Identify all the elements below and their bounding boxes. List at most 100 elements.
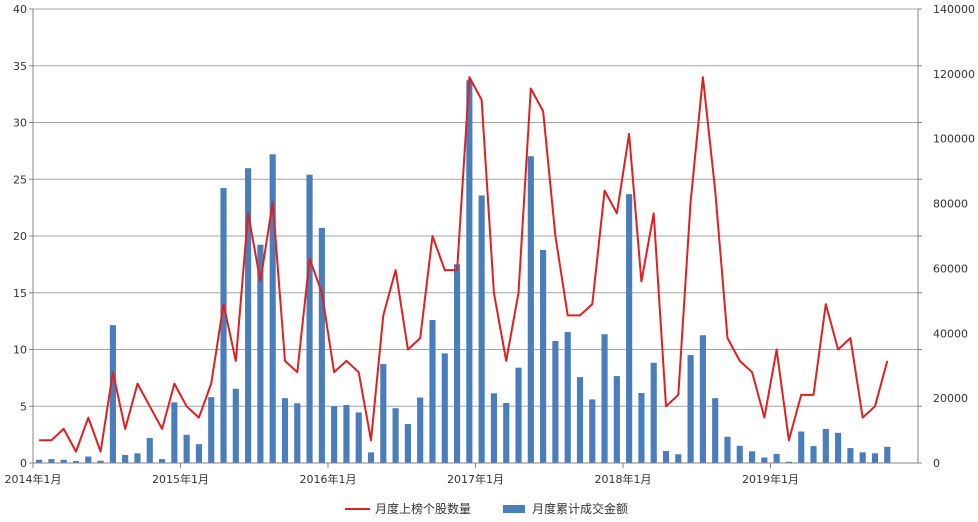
x-tick-label: 2014年1月 — [5, 472, 62, 486]
bar-2017-05 — [527, 156, 534, 463]
bar-2019-10 — [884, 446, 891, 463]
left-axis-ticks: 0 5 10 15 20 25 30 35 40 — [13, 3, 27, 470]
line-series-stock-count — [39, 76, 889, 453]
bar-2015-09 — [281, 398, 289, 463]
bar-2016-09 — [429, 319, 436, 463]
bar-2016-02 — [343, 404, 350, 463]
bar-2014-02 — [48, 459, 55, 463]
bar-2014-08 — [122, 454, 129, 463]
bar-2018-09 — [724, 436, 731, 463]
bar-2014-10 — [146, 438, 153, 463]
bar-2018-04 — [662, 451, 670, 463]
bar-series-turnover — [36, 80, 891, 463]
bar-2015-03 — [208, 397, 215, 463]
x-tick-label: 2017年1月 — [447, 472, 504, 486]
bar-2015-07 — [257, 244, 264, 463]
bar-2016-01 — [331, 406, 338, 463]
bar-2014-11 — [158, 459, 166, 463]
bar-2015-06 — [245, 168, 252, 463]
bar-2017-04 — [515, 367, 522, 463]
bar-2016-06 — [392, 408, 399, 463]
bar-2018-01 — [626, 194, 633, 463]
bar-2019-08 — [859, 452, 866, 463]
bar-2018-08 — [712, 398, 719, 463]
bar-2018-10 — [736, 445, 743, 463]
bar-2017-10 — [589, 399, 596, 463]
bar-2015-11 — [306, 174, 313, 463]
bar-2019-07 — [847, 448, 854, 463]
right-tick-label: 100000 — [933, 133, 975, 146]
bar-2014-01 — [36, 459, 43, 463]
bar-2017-12 — [613, 376, 620, 463]
bar-2018-06 — [687, 355, 694, 463]
bar-2016-04 — [367, 452, 375, 463]
bar-2017-11 — [601, 334, 608, 463]
right-tick-label: 0 — [933, 457, 940, 470]
bar-2019-05 — [822, 428, 829, 463]
line-path — [39, 76, 889, 453]
bar-2014-09 — [134, 453, 141, 463]
bar-2019-02 — [785, 461, 793, 463]
bar-2017-01 — [478, 195, 485, 463]
bar-2019-04 — [810, 446, 817, 463]
left-tick-label: 0 — [20, 457, 27, 470]
right-tick-label: 120000 — [933, 68, 975, 81]
bar-2016-03 — [355, 412, 362, 463]
bar-2014-05 — [85, 456, 92, 463]
right-tick-label: 40000 — [933, 327, 968, 340]
bar-2017-03 — [503, 403, 510, 463]
gridlines — [33, 8, 918, 464]
x-axis-ticks: 2014年1月 2015年1月 2016年1月 2017年1月 2018年1月 2019年… — [5, 463, 799, 486]
bar-2016-05 — [380, 364, 387, 463]
bar-2018-12 — [761, 457, 768, 463]
x-tick-label: 2015年1月 — [152, 472, 209, 486]
bar-2015-04 — [220, 188, 227, 463]
bar-2017-06 — [540, 249, 547, 463]
bar-2015-01 — [183, 434, 190, 463]
bar-2015-05 — [232, 388, 239, 463]
bar-2014-07 — [109, 325, 116, 463]
right-tick-label: 20000 — [933, 392, 968, 405]
bar-2016-10 — [441, 353, 448, 463]
bar-2015-08 — [269, 154, 276, 463]
bar-2017-09 — [576, 377, 584, 463]
left-tick-label: 5 — [20, 400, 27, 413]
bar-2016-12 — [466, 80, 473, 463]
bar-2018-05 — [675, 454, 682, 463]
right-tick-label: 60000 — [933, 262, 968, 275]
bar-2019-09 — [871, 453, 879, 463]
legend-label-line: 月度上榜个股数量 — [375, 501, 471, 516]
x-tick-label: 2018年1月 — [595, 472, 652, 486]
left-tick-label: 15 — [13, 287, 27, 300]
bar-2014-06 — [97, 460, 104, 463]
bar-2019-01 — [773, 453, 780, 463]
left-tick-label: 30 — [13, 117, 27, 130]
left-tick-label: 40 — [13, 3, 27, 16]
bar-2014-12 — [171, 402, 178, 463]
x-tick-label: 2019年1月 — [742, 472, 799, 486]
legend-bar-swatch — [503, 505, 525, 513]
bar-2016-08 — [417, 397, 424, 463]
right-axis-ticks: 0 20000 40000 60000 80000 100000 120000 140000 — [933, 3, 975, 470]
right-tick-label: 80000 — [933, 198, 968, 211]
bar-2019-06 — [835, 432, 842, 463]
bar-2018-07 — [699, 335, 706, 463]
bar-2015-10 — [294, 403, 301, 463]
left-tick-label: 10 — [13, 344, 27, 357]
left-tick-label: 25 — [13, 173, 27, 186]
legend: 月度上榜个股数量 月度累计成交金额 — [345, 501, 628, 516]
left-tick-label: 35 — [13, 60, 27, 73]
legend-label-bar: 月度累计成交金额 — [532, 501, 628, 516]
left-tick-label: 20 — [13, 230, 27, 243]
bar-2015-12 — [318, 227, 325, 463]
bar-2018-02 — [638, 392, 645, 463]
bar-2014-03 — [60, 459, 67, 463]
bar-2019-03 — [798, 431, 805, 463]
bar-2017-07 — [552, 341, 559, 463]
bar-2018-11 — [748, 451, 756, 463]
bar-2017-02 — [490, 393, 498, 463]
bar-2015-02 — [195, 444, 203, 463]
bar-2017-08 — [564, 331, 571, 463]
bar-2016-11 — [453, 264, 461, 463]
bar-2018-03 — [650, 362, 657, 463]
